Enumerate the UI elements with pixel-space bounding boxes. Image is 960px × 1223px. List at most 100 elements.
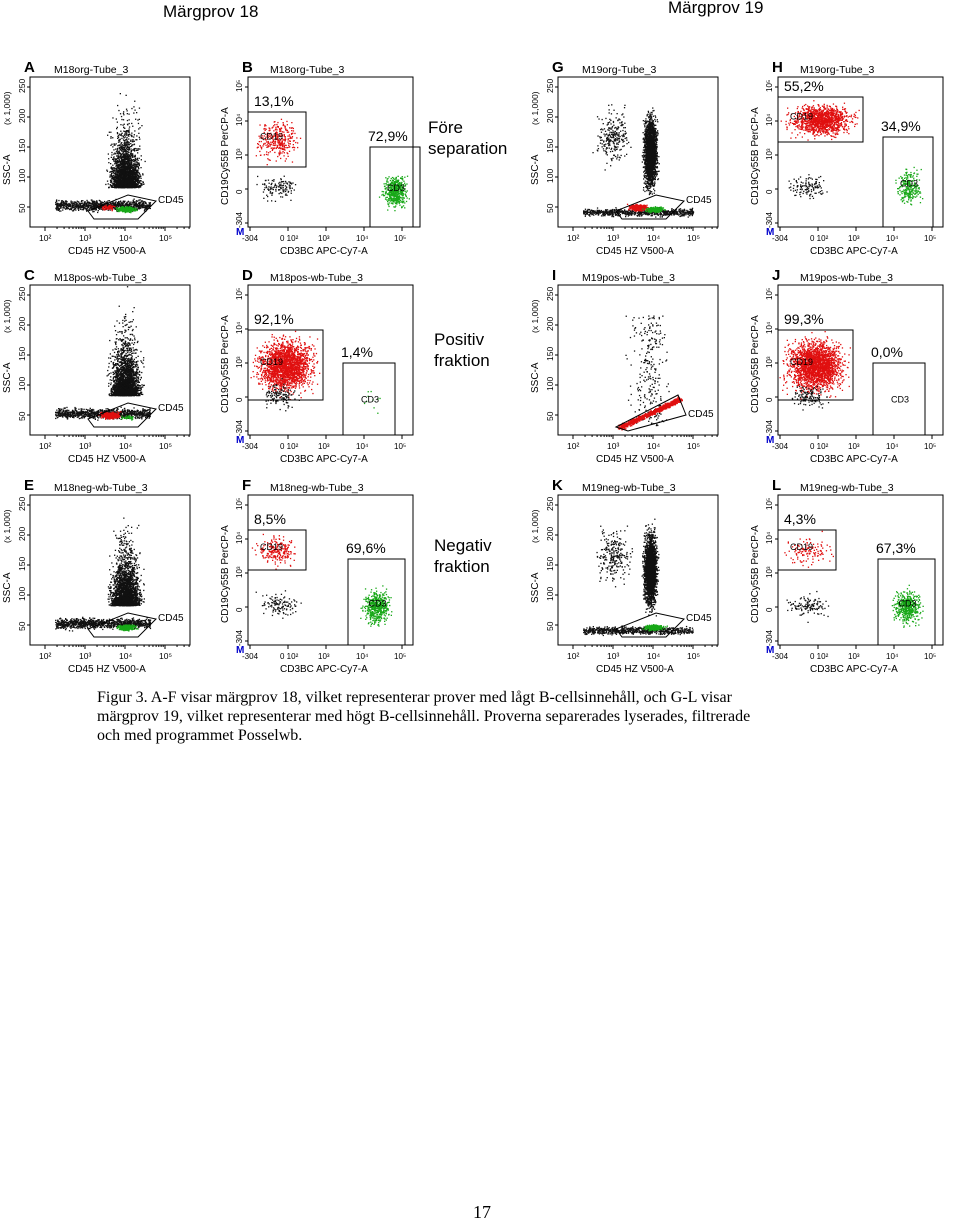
y-tick-label: 50 bbox=[17, 411, 27, 421]
y-axis-label: SSC-A bbox=[2, 362, 13, 393]
y-tick-label: 150 bbox=[17, 139, 27, 153]
y-axis-unit: (x 1,000) bbox=[2, 91, 12, 125]
x-tick-label: 10³ bbox=[848, 234, 860, 243]
x-axis-label: CD45 HZ V500-A bbox=[68, 664, 146, 675]
y-tick-label: -304 bbox=[765, 419, 774, 436]
x-tick-label: 10² bbox=[39, 651, 51, 661]
y-tick-label: 100 bbox=[17, 587, 27, 601]
y-axis-label: CD19Cy55B PerCP-A bbox=[220, 315, 231, 413]
x-tick-label: 10⁴ bbox=[886, 234, 899, 243]
cd3-percentage: 1,4% bbox=[341, 344, 373, 360]
y-axis-label: SSC-A bbox=[2, 154, 13, 185]
x-tick-label: 10⁵ bbox=[924, 652, 936, 661]
cd3-gate-label: CD3 bbox=[387, 183, 405, 193]
figure-caption: Figur 3. A-F visar märgprov 18, vilket r… bbox=[97, 688, 897, 745]
y-tick-label: 0 bbox=[765, 397, 774, 402]
row-label-line: separation bbox=[428, 138, 507, 159]
event-dots bbox=[592, 104, 631, 170]
x-tick-label: 10⁴ bbox=[647, 233, 660, 243]
x-tick-label: 10⁴ bbox=[119, 651, 132, 661]
cd3-gate-label: CD3 bbox=[891, 395, 909, 405]
y-axis-label: CD19Cy55B PerCP-A bbox=[750, 525, 761, 623]
x-tick-label: 10⁴ bbox=[647, 651, 660, 661]
y-tick-label: -304 bbox=[235, 211, 244, 228]
x-tick-label: 10⁴ bbox=[647, 441, 660, 451]
x-axis-label: CD3BC APC-Cy7-A bbox=[810, 664, 898, 675]
event-dots bbox=[107, 286, 145, 396]
x-tick-label: 10⁵ bbox=[159, 441, 172, 451]
cd45-gate-label: CD45 bbox=[686, 613, 712, 624]
ungated-dots bbox=[256, 590, 302, 619]
y-tick-label: 10⁵ bbox=[235, 288, 244, 300]
y-axis-unit: (x 1,000) bbox=[530, 91, 540, 125]
y-tick-label: 200 bbox=[17, 527, 27, 541]
x-tick-label: 10⁵ bbox=[924, 234, 936, 243]
y-tick-label: 100 bbox=[17, 377, 27, 391]
y-tick-label: 10⁵ bbox=[765, 288, 774, 300]
x-tick-label: 10³ bbox=[848, 442, 860, 451]
y-tick-label: 10³ bbox=[765, 356, 774, 368]
y-tick-label: 0 bbox=[235, 607, 244, 612]
x-tick-label: -304 bbox=[772, 234, 789, 243]
y-tick-label: 0 bbox=[765, 607, 774, 612]
y-tick-label: 250 bbox=[17, 79, 27, 93]
x-tick-label: 10² bbox=[567, 651, 579, 661]
y-axis-unit: (x 1,000) bbox=[530, 299, 540, 333]
cd3-percentage: 72,9% bbox=[368, 128, 408, 144]
x-axis-label: CD3BC APC-Cy7-A bbox=[280, 664, 368, 675]
y-tick-label: 50 bbox=[17, 203, 27, 213]
row-label-negative: Negativ fraktion bbox=[434, 535, 492, 577]
x-tick-label: 10⁴ bbox=[356, 652, 369, 661]
panel-letter: G bbox=[552, 59, 564, 76]
cd3-gate-label: CD3 bbox=[899, 598, 917, 608]
y-tick-label: 50 bbox=[545, 203, 555, 213]
y-axis-label: SSC-A bbox=[2, 572, 13, 603]
x-axis-label: CD3BC APC-Cy7-A bbox=[810, 246, 898, 257]
y-tick-label: 150 bbox=[545, 347, 555, 361]
panel-letter: H bbox=[772, 59, 783, 76]
cd19-gate-label: CD19 bbox=[260, 357, 283, 367]
y-axis-label: CD19Cy55B PerCP-A bbox=[750, 315, 761, 413]
cd19-percentage: 55,2% bbox=[784, 78, 824, 94]
caption-line: Figur 3. A-F visar märgprov 18, vilket r… bbox=[97, 688, 897, 707]
cd19-percentage: 4,3% bbox=[784, 511, 816, 527]
tube-name: M19pos-wb-Tube_3 bbox=[800, 272, 893, 284]
y-tick-label: 10³ bbox=[765, 566, 774, 578]
row-label-line: fraktion bbox=[434, 556, 492, 577]
cd3-dots bbox=[379, 176, 410, 212]
y-tick-label: 10³ bbox=[235, 148, 244, 160]
y-tick-label: 10⁵ bbox=[235, 498, 244, 510]
panel-letter: E bbox=[24, 477, 34, 494]
y-tick-label: -304 bbox=[765, 211, 774, 228]
tube-name: M18org-Tube_3 bbox=[54, 64, 128, 76]
row-label-line: Före bbox=[428, 117, 507, 138]
y-axis-label: CD19Cy55B PerCP-A bbox=[220, 525, 231, 623]
y-tick-label: 100 bbox=[17, 169, 27, 183]
page-number: 17 bbox=[473, 1202, 491, 1223]
y-axis-unit: (x 1,000) bbox=[2, 299, 12, 333]
panel-letter: K bbox=[552, 477, 563, 494]
row-label-line: Positiv bbox=[434, 329, 490, 350]
x-axis-label: CD45 HZ V500-A bbox=[68, 454, 146, 465]
x-axis-label: CD3BC APC-Cy7-A bbox=[280, 246, 368, 257]
